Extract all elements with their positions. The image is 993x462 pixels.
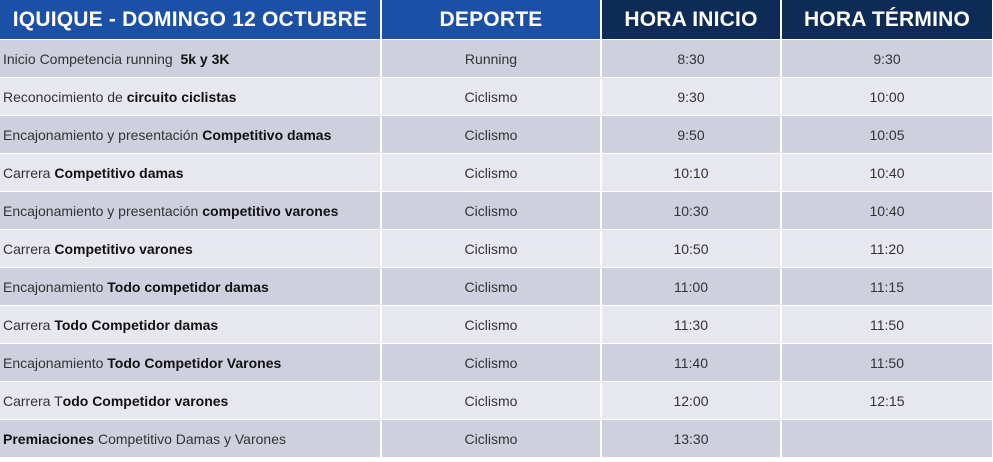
sport-cell: Ciclismo bbox=[381, 229, 602, 268]
table-row: Carrera Competitivo damas Ciclismo 10:10 10… bbox=[0, 153, 993, 192]
header-start-time: HORA INICIO bbox=[601, 0, 782, 40]
activity-cell: Encajonamiento y presentación competitiv… bbox=[0, 191, 382, 230]
activity-text-bold: Todo competidor damas bbox=[107, 278, 269, 295]
end-time-cell: 10:00 bbox=[781, 77, 993, 116]
start-time-cell: 10:50 bbox=[601, 229, 782, 268]
activity-cell: Carrera Competitivo damas bbox=[0, 153, 382, 192]
sport-cell: Ciclismo bbox=[381, 343, 602, 382]
activity-text: Reconocimiento de bbox=[3, 88, 127, 105]
start-time-cell: 9:30 bbox=[601, 77, 782, 116]
table-row: Carrera Competitivo varones Ciclismo 10:50… bbox=[0, 229, 993, 268]
activity-cell: Carrera Competitivo varones bbox=[0, 229, 382, 268]
activity-text: Encajonamiento bbox=[3, 278, 108, 295]
activity-cell: Carrera Todo Competidor varones bbox=[0, 381, 382, 420]
sport-cell: Ciclismo bbox=[381, 419, 602, 457]
activity-cell: Reconocimiento de circuito ciclistas bbox=[0, 77, 382, 116]
table-row: Reconocimiento de circuito ciclistas Cicl… bbox=[0, 77, 993, 116]
start-time-cell: 8:30 bbox=[601, 39, 782, 78]
start-time-cell: 13:30 bbox=[601, 419, 782, 457]
sport-cell: Ciclismo bbox=[381, 381, 602, 420]
table-row: Inicio Competencia running 5k y 3K Runnin… bbox=[0, 39, 993, 78]
header-end-time: HORA TÉRMINO bbox=[781, 0, 993, 40]
table-row: Encajonamiento y presentación Competitiv… bbox=[0, 115, 993, 154]
end-time-cell: 9:30 bbox=[781, 39, 993, 78]
end-time-cell: 10:40 bbox=[781, 191, 993, 230]
end-time-cell: 11:50 bbox=[781, 305, 993, 344]
sport-cell: Ciclismo bbox=[381, 191, 602, 230]
activity-text-bold: Premiaciones bbox=[3, 430, 95, 447]
activity-cell: Premiaciones Competitivo Damas y Varones bbox=[0, 419, 382, 457]
table-row: Encajonamiento Todo Competidor Varones Ci… bbox=[0, 343, 993, 382]
activity-text: Competitivo Damas y Varones bbox=[94, 430, 286, 447]
table-row: Premiaciones Competitivo Damas y Varones… bbox=[0, 419, 993, 457]
activity-text: Encajonamiento y presentación bbox=[3, 126, 203, 143]
header-sport: DEPORTE bbox=[381, 0, 602, 40]
activity-text-bold: Todo Competidor damas bbox=[54, 316, 219, 333]
activity-text: Carrera bbox=[3, 164, 55, 181]
activity-text: Carrera bbox=[3, 316, 55, 333]
activity-cell: Inicio Competencia running 5k y 3K bbox=[0, 39, 382, 78]
activity-text-bold: Competitivo varones bbox=[54, 240, 193, 257]
start-time-cell: 11:40 bbox=[601, 343, 782, 382]
table-row: Carrera Todo Competidor damas Ciclismo 11:… bbox=[0, 305, 993, 344]
table-row: Encajonamiento y presentación competitiv… bbox=[0, 191, 993, 230]
sport-cell: Ciclismo bbox=[381, 267, 602, 306]
start-time-cell: 12:00 bbox=[601, 381, 782, 420]
header-event: IQUIQUE - DOMINGO 12 OCTUBRE bbox=[0, 0, 382, 40]
sport-cell: Ciclismo bbox=[381, 153, 602, 192]
activity-text: Carrera T bbox=[3, 392, 63, 409]
activity-text: Encajonamiento y presentación bbox=[3, 202, 203, 219]
activity-text-bold: Todo Competidor Varones bbox=[107, 354, 282, 371]
start-time-cell: 10:10 bbox=[601, 153, 782, 192]
end-time-cell: 11:50 bbox=[781, 343, 993, 382]
sport-cell: Ciclismo bbox=[381, 115, 602, 154]
activity-text-bold: 5k y 3K bbox=[180, 50, 230, 67]
activity-text-bold: odo Competidor varones bbox=[62, 392, 229, 409]
end-time-cell: 11:20 bbox=[781, 229, 993, 268]
activity-cell: Encajonamiento Todo Competidor Varones bbox=[0, 343, 382, 382]
end-time-cell: 10:05 bbox=[781, 115, 993, 154]
activity-cell: Carrera Todo Competidor damas bbox=[0, 305, 382, 344]
header-row: IQUIQUE - DOMINGO 12 OCTUBRE DEPORTE HOR… bbox=[0, 0, 993, 40]
table-row: Carrera Todo Competidor varones Ciclismo 1… bbox=[0, 381, 993, 420]
sport-cell: Ciclismo bbox=[381, 305, 602, 344]
start-time-cell: 11:00 bbox=[601, 267, 782, 306]
sport-cell: Running bbox=[381, 39, 602, 78]
activity-text: Carrera bbox=[3, 240, 55, 257]
end-time-cell: 12:15 bbox=[781, 381, 993, 420]
start-time-cell: 10:30 bbox=[601, 191, 782, 230]
start-time-cell: 9:50 bbox=[601, 115, 782, 154]
sport-cell: Ciclismo bbox=[381, 77, 602, 116]
activity-text: Encajonamiento bbox=[3, 354, 108, 371]
end-time-cell: 10:40 bbox=[781, 153, 993, 192]
activity-cell: Encajonamiento Todo competidor damas bbox=[0, 267, 382, 306]
activity-text: Inicio Competencia running bbox=[3, 50, 181, 67]
end-time-cell bbox=[781, 419, 993, 457]
activity-text-bold: Competitivo damas bbox=[54, 164, 184, 181]
activity-cell: Encajonamiento y presentación Competitiv… bbox=[0, 115, 382, 154]
activity-text-bold: competitivo varones bbox=[202, 202, 339, 219]
activity-text-bold: Competitivo damas bbox=[202, 126, 332, 143]
table-row: Encajonamiento Todo competidor damas Cicl… bbox=[0, 267, 993, 306]
start-time-cell: 11:30 bbox=[601, 305, 782, 344]
activity-text-bold: circuito ciclistas bbox=[126, 88, 237, 105]
end-time-cell: 11:15 bbox=[781, 267, 993, 306]
